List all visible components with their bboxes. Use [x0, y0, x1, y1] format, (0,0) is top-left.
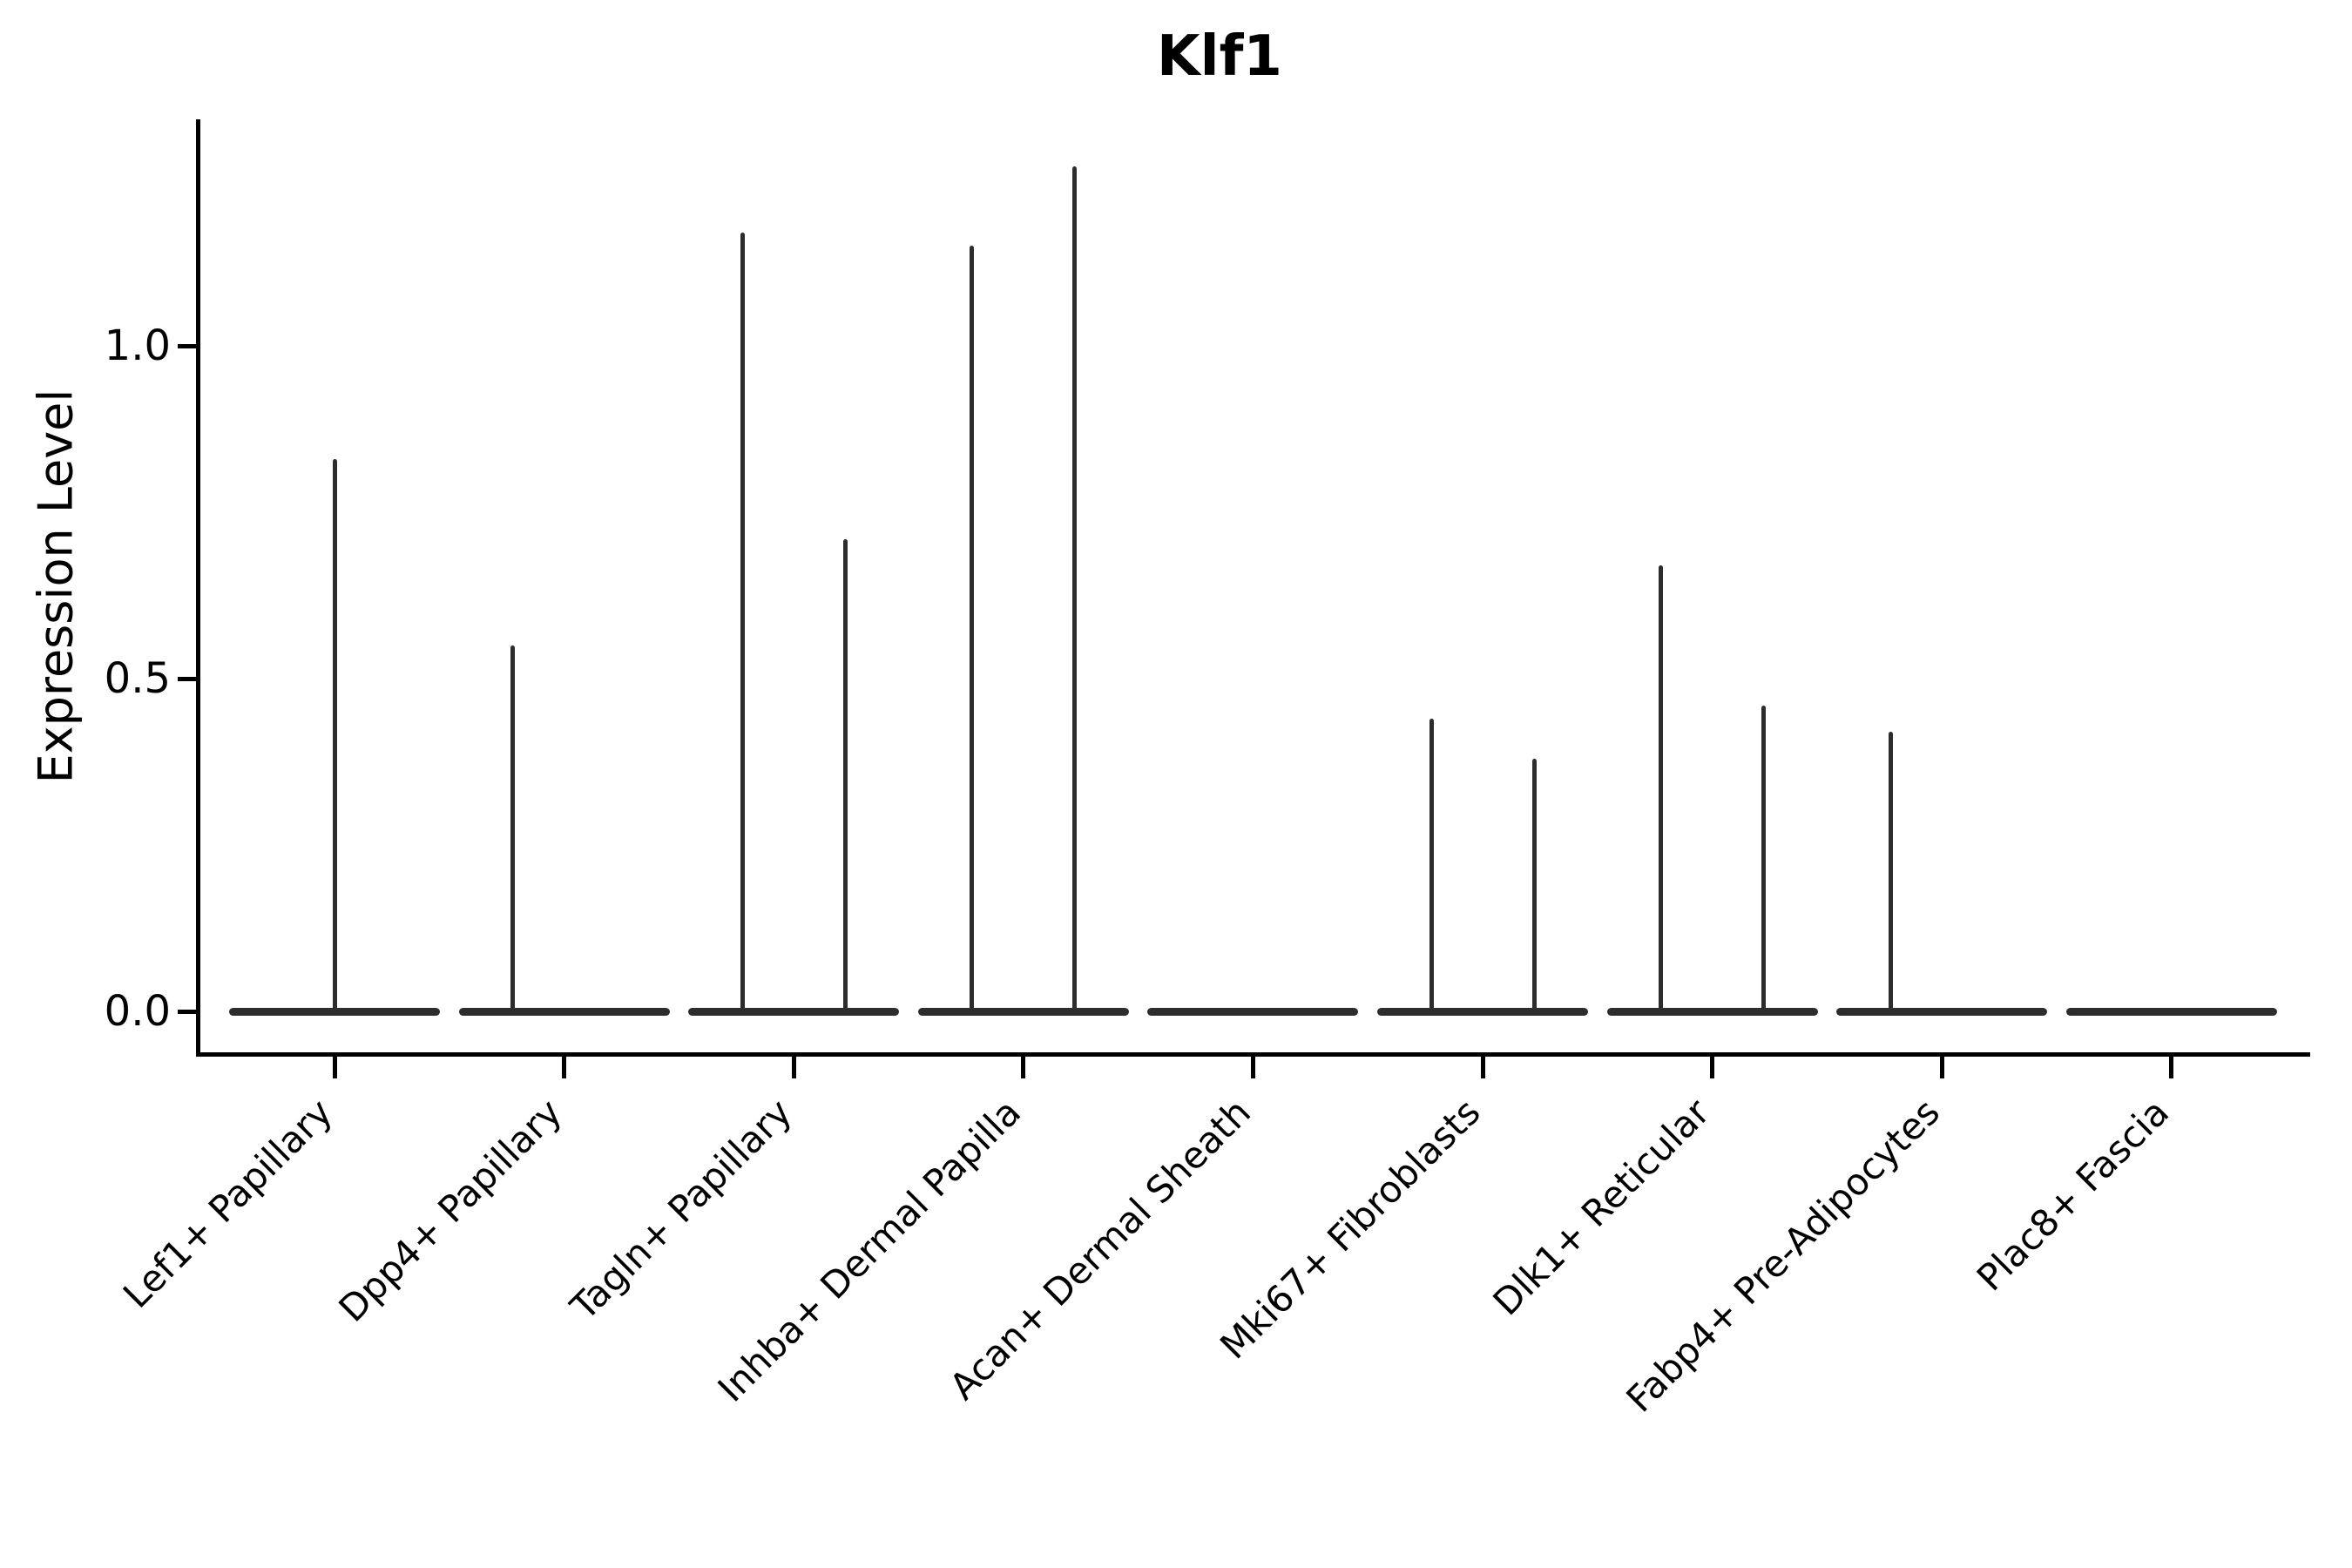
violin-spike [1072, 166, 1078, 1013]
violin-base [1147, 1008, 1359, 1016]
y-tick-mark [178, 676, 198, 681]
y-axis-label: Expression Level [28, 389, 84, 784]
x-tick-mark [1939, 1056, 1944, 1078]
x-tick-label: Plac8+ Fascia [1969, 1091, 2178, 1300]
x-tick-label: Dpp4+ Papillary [330, 1091, 571, 1330]
x-tick-mark [1250, 1056, 1255, 1078]
violin-spike [510, 645, 516, 1013]
violin-spike [1429, 718, 1434, 1013]
y-tick-mark [178, 1009, 198, 1014]
x-tick-mark [1480, 1056, 1485, 1078]
violin-spike [1888, 732, 1893, 1013]
violin-base [1836, 1008, 2048, 1016]
violin-spike [842, 538, 848, 1013]
chart-title: Klf1 [1157, 24, 1282, 89]
y-tick-label: 1.0 [104, 321, 171, 370]
x-tick-mark [1021, 1056, 1026, 1078]
x-tick-mark [332, 1056, 337, 1078]
violin-spike [1659, 565, 1664, 1013]
violin-base [1606, 1008, 1818, 1016]
violin-spike [740, 233, 745, 1013]
violin-base [917, 1008, 1129, 1016]
y-tick-label: 0.5 [104, 654, 171, 703]
y-tick-label: 0.0 [104, 987, 171, 1036]
x-tick-mark [2169, 1056, 2174, 1078]
x-tick-label: Lef1+ Papillary [114, 1091, 341, 1316]
violin-spike [970, 246, 975, 1013]
violin-spike [1761, 705, 1767, 1013]
y-tick-mark [178, 343, 198, 348]
violin-base [2065, 1008, 2277, 1016]
violin-base [688, 1008, 900, 1016]
x-tick-mark [791, 1056, 796, 1078]
x-tick-label: Tagln+ Papillary [562, 1091, 800, 1328]
x-tick-label: Dlk1+ Reticular [1484, 1091, 1719, 1324]
x-tick-mark [562, 1056, 567, 1078]
violin-spike [1531, 758, 1537, 1013]
x-tick-mark [1710, 1056, 1715, 1078]
violin-spike [332, 458, 337, 1013]
x-axis-spine [196, 1052, 2310, 1057]
violin-base [458, 1008, 670, 1016]
x-tick-label: Mki67+ Fibroblasts [1212, 1091, 1489, 1368]
y-axis-spine [196, 119, 200, 1057]
violin-base [1377, 1008, 1588, 1016]
